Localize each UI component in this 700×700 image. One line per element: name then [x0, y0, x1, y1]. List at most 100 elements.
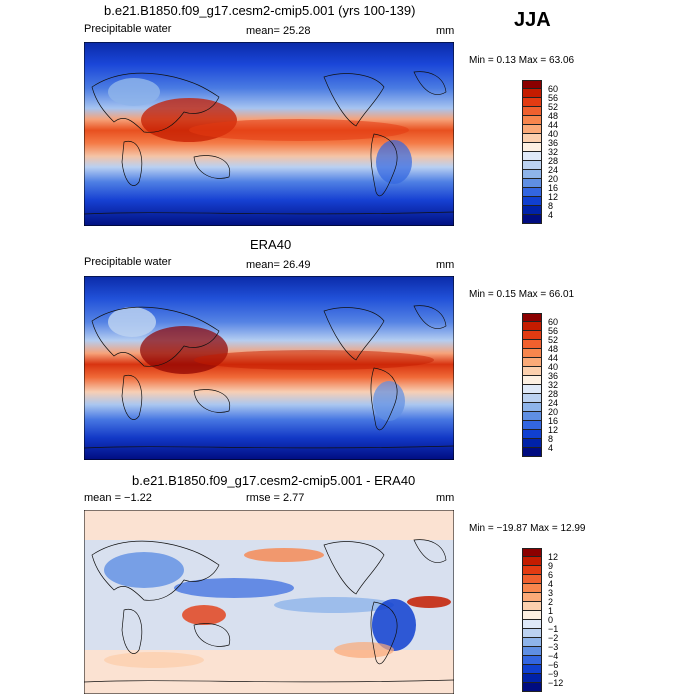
colorbar-tick-label: 60: [548, 317, 559, 327]
colorbar-tick-label: 28: [548, 389, 559, 399]
colorbar-tick-label: 6: [548, 570, 554, 580]
colorbar-swatch: [522, 358, 542, 367]
colorbar-swatch: [522, 566, 542, 575]
colorbar-tick-label: 4: [548, 443, 554, 453]
colorbar-tick-label: 36: [548, 371, 559, 381]
colorbar-swatch: [522, 557, 542, 566]
colorbar-swatch: [522, 439, 542, 448]
season-label: JJA: [514, 9, 551, 31]
colorbar-swatch: [522, 620, 542, 629]
colorbar-swatch: [522, 629, 542, 638]
colorbar-tick-label: 40: [548, 129, 559, 139]
colorbar-swatch: [522, 647, 542, 656]
colorbar-swatch: [522, 430, 542, 439]
colorbar-tick-label: 12: [548, 552, 559, 562]
colorbar-swatch: [522, 674, 542, 683]
colorbar-swatch: [522, 188, 542, 197]
colorbar-tick-label: 40: [548, 362, 559, 372]
min-max-readout: Min = 0.15 Max = 66.01: [469, 289, 575, 300]
colorbar-tick-label: 1: [548, 606, 554, 616]
colorbar-swatch: [522, 656, 542, 665]
colorbar-tick-label: 12: [548, 192, 559, 202]
colorbar-swatch: [522, 367, 542, 376]
coastlines: [84, 71, 454, 215]
colorbar-tick-label: 32: [548, 147, 559, 157]
diff-mean: mean = −1.22: [84, 492, 152, 504]
global-mean: mean= 26.49: [246, 259, 311, 271]
colorbar-tick-label: −12: [548, 678, 564, 688]
colorbar-tick-label: 44: [548, 120, 559, 130]
colorbar-tick-label: 20: [548, 174, 559, 184]
colorbar-swatch: [522, 584, 542, 593]
colorbar-tick-label: 56: [548, 93, 559, 103]
colorbar-diff: [522, 548, 542, 692]
colorbar-tick-label: 8: [548, 201, 554, 211]
colorbar-swatch: [522, 134, 542, 143]
colorbar-swatch: [522, 80, 542, 89]
colorbar-swatch: [522, 385, 542, 394]
colorbar-tick-label: 20: [548, 407, 559, 417]
precipitable-water-diff-map: [84, 510, 454, 694]
colorbar-tick-label: 48: [548, 111, 559, 121]
colorbar-swatch: [522, 340, 542, 349]
colorbar-swatch: [522, 107, 542, 116]
colorbar-tick-label: 0: [548, 615, 554, 625]
colorbar-swatch: [522, 98, 542, 107]
colorbar-tick-label: 52: [548, 335, 559, 345]
colorbar-tick-label: 16: [548, 416, 559, 426]
colorbar-tick-label: 52: [548, 102, 559, 112]
colorbar-tick-label: −6: [548, 660, 559, 670]
dry-region-asia: [108, 78, 160, 106]
colorbar-tick-label: 12: [548, 425, 559, 435]
dry-region-andes: [373, 381, 405, 421]
units-label: mm: [436, 259, 455, 271]
colorbar-swatch: [522, 376, 542, 385]
colorbar-swatch: [522, 206, 542, 215]
colorbar-swatch: [522, 313, 542, 322]
colorbar-swatch: [522, 412, 542, 421]
colorbar-tick-label: −1: [548, 624, 559, 634]
dry-region-asia: [108, 307, 156, 337]
field-label: Precipitable water: [84, 23, 172, 35]
colorbar-swatch: [522, 593, 542, 602]
colorbar-tick-label: 48: [548, 344, 559, 354]
colorbar-model: [522, 80, 542, 224]
units-label: mm: [436, 492, 455, 504]
colorbar-tick-label: 44: [548, 353, 559, 363]
colorbar-swatch: [522, 322, 542, 331]
colorbar-swatch: [522, 152, 542, 161]
colorbar-swatch: [522, 638, 542, 647]
colorbar-tick-label: 32: [548, 380, 559, 390]
dry-region-andes: [376, 140, 412, 184]
colorbar-tick-label: −2: [548, 633, 559, 643]
colorbar-swatch: [522, 575, 542, 584]
colorbar-swatch: [522, 602, 542, 611]
colorbar-swatch: [522, 611, 542, 620]
panel-title: b.e21.B1850.f09_g17.cesm2-cmip5.001 (yrs…: [104, 3, 416, 18]
colorbar-tick-label: −4: [548, 651, 559, 661]
colorbar-swatch: [522, 116, 542, 125]
colorbar-swatch: [522, 665, 542, 674]
coastlines: [84, 539, 454, 683]
colorbar-tick-label: 24: [548, 398, 559, 408]
min-max-readout: Min = −19.87 Max = 12.99: [469, 523, 586, 534]
itcz-band: [189, 119, 409, 141]
colorbar-swatch: [522, 349, 542, 358]
colorbar-tick-label: 8: [548, 434, 554, 444]
colorbar-swatch: [522, 197, 542, 206]
colorbar-tick-label: 56: [548, 326, 559, 336]
min-max-readout: Min = 0.13 Max = 63.06: [469, 55, 575, 66]
colorbar-swatch: [522, 403, 542, 412]
colorbar-tick-label: −3: [548, 642, 559, 652]
field-label: Precipitable water: [84, 256, 172, 268]
colorbar-swatch: [522, 170, 542, 179]
panel-title: ERA40: [250, 237, 292, 252]
colorbar-swatch: [522, 548, 542, 557]
colorbar-tick-label: 9: [548, 561, 554, 571]
colorbar-swatch: [522, 143, 542, 152]
colorbar-tick-label: 3: [548, 588, 554, 598]
colorbar-swatch: [522, 215, 542, 224]
colorbar-swatch: [522, 448, 542, 457]
colorbar-swatch: [522, 394, 542, 403]
panel-title: b.e21.B1850.f09_g17.cesm2-cmip5.001 - ER…: [132, 473, 416, 488]
